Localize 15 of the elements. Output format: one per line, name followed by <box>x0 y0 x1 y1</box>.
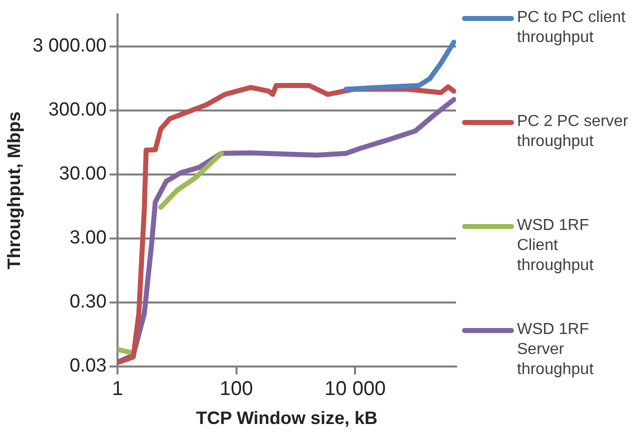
y-tick-label: 3 000.00 <box>32 36 107 57</box>
x-tick-label: 1 <box>112 378 124 400</box>
y-tick-label: 0.30 <box>70 292 107 313</box>
y-axis-title: Throughput, Mbps <box>4 111 24 270</box>
y-tick-label: 300.00 <box>48 100 107 121</box>
legend-label: WSD 1RF Server throughput <box>517 320 595 380</box>
x-axis-title: TCP Window size, kB <box>196 408 378 428</box>
legend-label: WSD 1RF Client throughput <box>517 216 595 276</box>
x-tick-label: 100 <box>220 378 254 400</box>
x-tick-label: 10 000 <box>324 378 386 400</box>
legend-label: PC 2 PC server throughput <box>517 112 630 152</box>
y-tick-label: 30.00 <box>59 164 107 185</box>
legend-label: PC to PC client throughput <box>517 8 626 48</box>
y-tick-label: 3.00 <box>70 228 107 249</box>
y-tick-label: 0.03 <box>70 356 107 377</box>
